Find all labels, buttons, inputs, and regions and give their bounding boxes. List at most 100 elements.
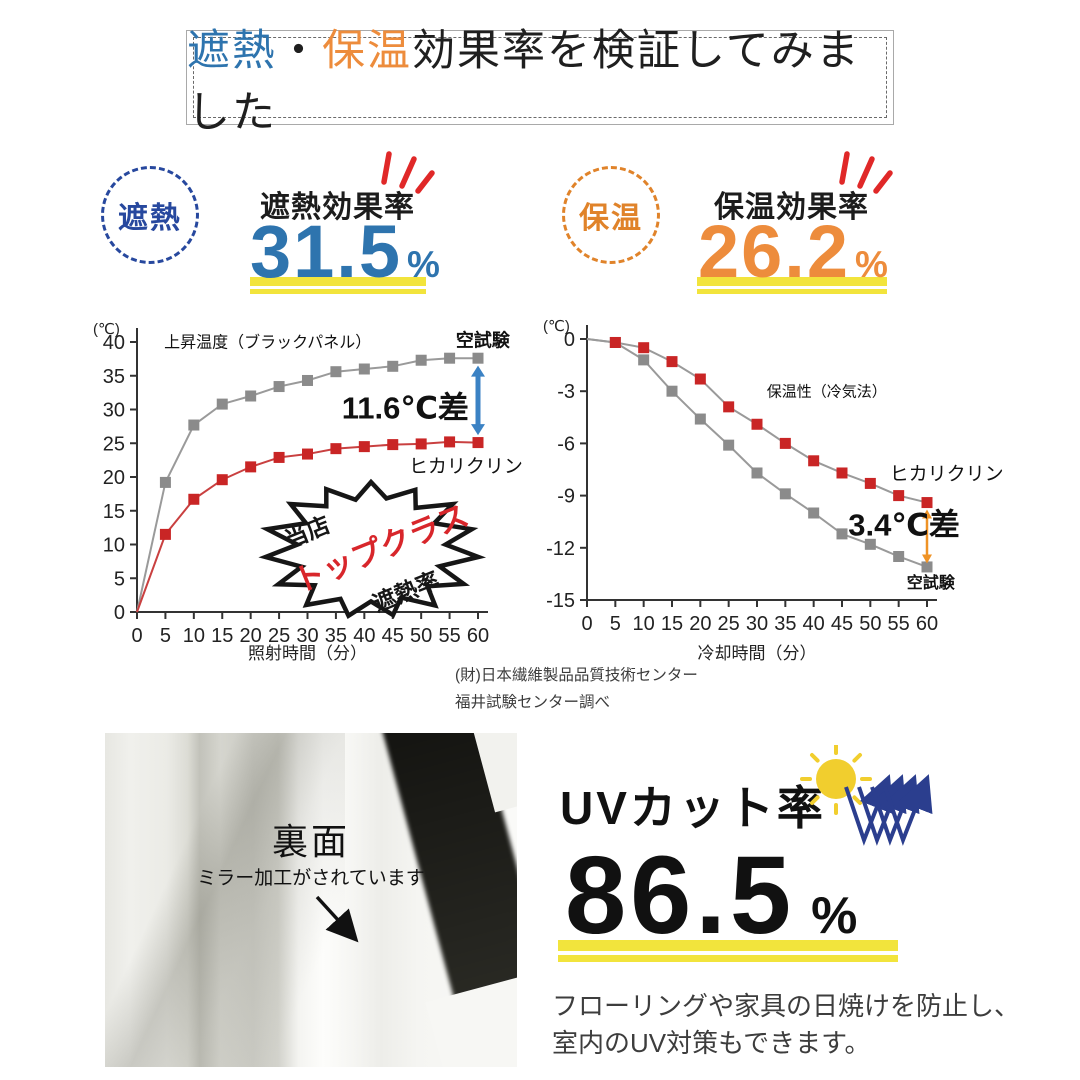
svg-text:0: 0	[564, 329, 575, 351]
warm-value: 26.2%	[698, 215, 888, 289]
highlight-bar	[558, 955, 898, 962]
heat-rise-chart: 0 5 10 15 20 25 30 35 40 45 50 55 600510152025303540…	[93, 321, 523, 663]
highlight-bar	[250, 289, 426, 294]
title-rest-segment: 効果率を検証してみました	[187, 26, 861, 137]
svg-text:15: 15	[103, 501, 125, 523]
svg-text:(℃): (℃)	[543, 318, 570, 335]
svg-text:45: 45	[831, 613, 853, 635]
svg-text:保温性（冷気法）: 保温性（冷気法）	[767, 383, 887, 400]
warm-heading: 保温効果率	[714, 191, 869, 224]
svg-text:照射時間（分）: 照射時間（分）	[248, 644, 367, 663]
svg-text:冷却時間（分）: 冷却時間（分）	[698, 644, 817, 663]
svg-text:60: 60	[916, 613, 938, 635]
page-title: 遮熱・保温効果率を検証してみました	[187, 16, 893, 140]
svg-text:40: 40	[353, 625, 375, 647]
title-box: 遮熱・保温効果率を検証してみました	[186, 27, 894, 137]
svg-text:20: 20	[103, 467, 125, 489]
pointer-arrow-icon	[315, 895, 359, 943]
source-line2: 福井試験センター調べ	[455, 694, 611, 711]
svg-text:5: 5	[160, 625, 171, 647]
test-source-note: (財)日本繊維製品品質技術センター 福井試験センター調べ	[455, 662, 698, 716]
warm-value-number: 26.2	[698, 210, 851, 293]
svg-text:-6: -6	[557, 433, 575, 455]
svg-text:35: 35	[325, 625, 347, 647]
curtain-back-photo: 裏面 ミラー加工がされています	[105, 733, 517, 1067]
highlight-bar	[697, 289, 887, 294]
svg-text:3.4℃差: 3.4℃差	[848, 508, 960, 543]
emphasis-strokes-icon	[839, 151, 893, 194]
svg-text:55: 55	[438, 625, 460, 647]
svg-text:15: 15	[661, 613, 683, 635]
svg-text:-9: -9	[557, 486, 575, 508]
svg-text:5: 5	[610, 613, 621, 635]
title-separator: ・	[277, 26, 322, 75]
uv-desc-line2: 室内のUV対策もできます。	[552, 1028, 871, 1058]
svg-text:(℃): (℃)	[93, 321, 120, 338]
uv-description: フローリングや家具の日焼けを防止し、 室内のUV対策もできます。	[552, 988, 1020, 1062]
svg-text:10: 10	[633, 613, 655, 635]
highlight-bar	[697, 277, 887, 286]
svg-text:25: 25	[718, 613, 740, 635]
svg-text:5: 5	[114, 568, 125, 590]
shield-badge: 遮熱	[101, 166, 199, 264]
svg-text:ヒカリクリン: ヒカリクリン	[890, 463, 1004, 485]
svg-text:-3: -3	[557, 381, 575, 403]
svg-text:0: 0	[114, 602, 125, 624]
svg-text:40: 40	[803, 613, 825, 635]
shield-value: 31.5%	[250, 215, 440, 289]
svg-text:50: 50	[410, 625, 432, 647]
source-line1: (財)日本繊維製品品質技術センター	[455, 667, 698, 684]
uv-value: 86.5%	[565, 841, 857, 951]
svg-text:50: 50	[859, 613, 881, 635]
svg-text:10: 10	[103, 535, 125, 557]
sun-uv-icon	[800, 745, 933, 846]
warm-badge: 保温	[562, 166, 660, 264]
svg-text:30: 30	[296, 625, 318, 647]
uv-value-number: 86.5	[565, 834, 796, 957]
svg-text:25: 25	[103, 433, 125, 455]
svg-text:40: 40	[103, 332, 125, 354]
warm-value-unit: %	[855, 244, 888, 285]
shield-badge-label: 遮熱	[118, 202, 182, 235]
svg-text:35: 35	[103, 366, 125, 388]
photo-caption: ミラー加工がされています	[197, 868, 425, 889]
svg-text:30: 30	[746, 613, 768, 635]
title-shield-segment: 遮熱	[187, 26, 277, 75]
uv-desc-line1: フローリングや家具の日焼けを防止し、	[552, 991, 1021, 1021]
shield-value-unit: %	[407, 244, 440, 285]
svg-text:20: 20	[240, 625, 262, 647]
svg-text:25: 25	[268, 625, 290, 647]
svg-text:60: 60	[467, 625, 489, 647]
svg-text:45: 45	[382, 625, 404, 647]
svg-text:15: 15	[211, 625, 233, 647]
cooling-chart: 0 5 10 15 20 25 30 35 40 45 50 55 600-3-6-9-12-15(℃)…	[543, 318, 1004, 663]
title-warm-segment: 保温	[322, 26, 412, 75]
svg-text:0: 0	[581, 613, 592, 635]
svg-text:空試験: 空試験	[907, 573, 956, 592]
uv-reflect-arrows	[844, 774, 933, 846]
svg-text:上昇温度（ブラックパネル）: 上昇温度（ブラックパネル）	[164, 332, 371, 351]
svg-text:-15: -15	[546, 590, 575, 612]
svg-text:35: 35	[774, 613, 796, 635]
shield-value-number: 31.5	[250, 210, 403, 293]
svg-text:0: 0	[131, 625, 142, 647]
svg-text:ヒカリクリン: ヒカリクリン	[409, 455, 523, 477]
uv-heading: UVカット率	[560, 782, 826, 834]
svg-text:10: 10	[183, 625, 205, 647]
highlight-bar	[250, 277, 426, 286]
photo-label: 裏面	[271, 821, 350, 862]
svg-text:空試験: 空試験	[456, 330, 511, 351]
svg-text:30: 30	[103, 400, 125, 422]
svg-text:11.6℃差: 11.6℃差	[342, 390, 469, 425]
svg-text:20: 20	[689, 613, 711, 635]
highlight-bar	[558, 940, 898, 951]
warm-badge-label: 保温	[579, 202, 643, 235]
emphasis-strokes-icon	[381, 151, 435, 194]
svg-text:55: 55	[888, 613, 910, 635]
uv-value-unit: %	[811, 887, 858, 945]
shield-heading: 遮熱効果率	[260, 191, 415, 224]
svg-text:-12: -12	[546, 538, 575, 560]
photo-shadow-layer	[105, 733, 345, 1067]
